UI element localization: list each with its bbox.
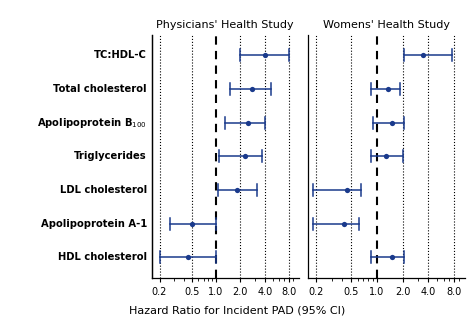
Text: HDL cholesterol: HDL cholesterol: [58, 252, 147, 262]
Text: Apolipoprotein B$_{100}$: Apolipoprotein B$_{100}$: [37, 116, 147, 130]
Text: LDL cholesterol: LDL cholesterol: [60, 185, 147, 195]
Text: Apolipoprotein A-1: Apolipoprotein A-1: [41, 219, 147, 229]
Text: Hazard Ratio for Incident PAD (95% CI): Hazard Ratio for Incident PAD (95% CI): [129, 306, 345, 316]
Text: Triglycerides: Triglycerides: [74, 151, 147, 161]
Text: TC:HDL-C: TC:HDL-C: [94, 50, 147, 60]
Title: Womens' Health Study: Womens' Health Study: [323, 20, 450, 30]
Text: Total cholesterol: Total cholesterol: [54, 84, 147, 94]
Title: Physicians' Health Study: Physicians' Health Study: [156, 20, 294, 30]
